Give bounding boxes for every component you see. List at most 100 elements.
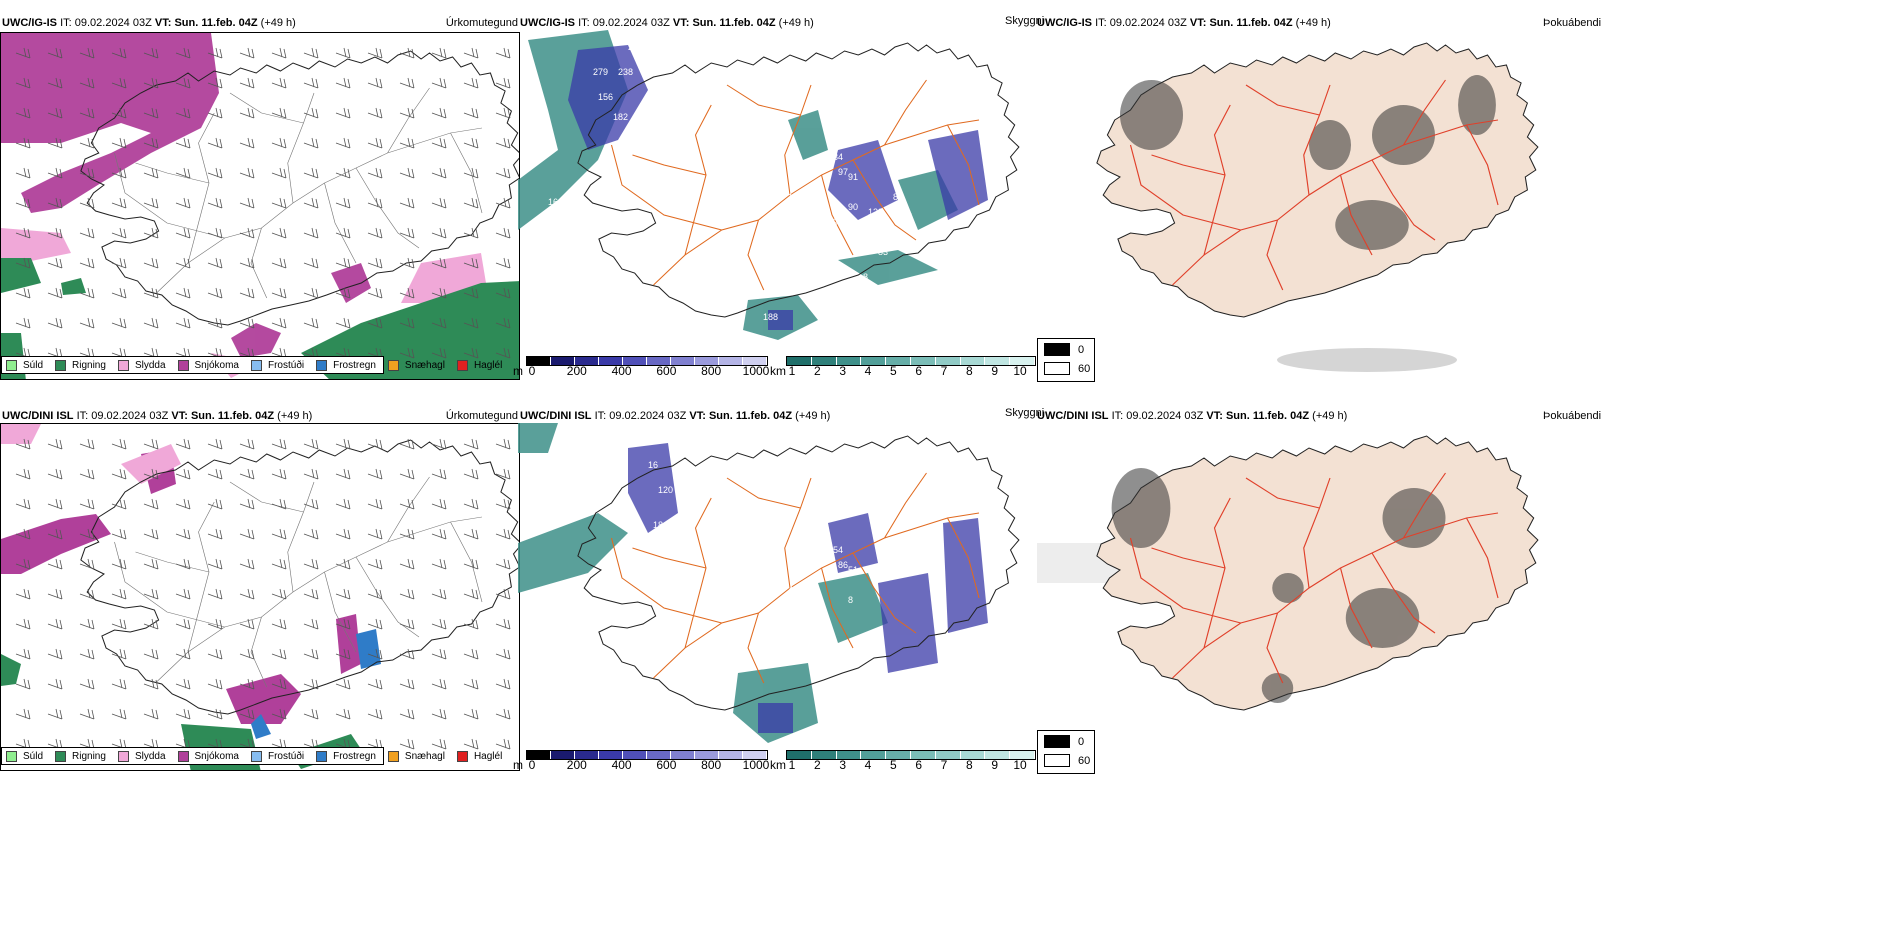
model-name: UWC/IG-IS <box>2 17 57 29</box>
wind-barb <box>239 558 255 570</box>
vt-label: VT: <box>689 410 706 422</box>
wind-barb <box>111 107 127 119</box>
it-value: 09.02.2024 03Z <box>609 410 687 422</box>
wind-barb <box>431 287 447 299</box>
visibility-area <box>518 423 888 743</box>
wind-barb <box>399 107 415 119</box>
it-value: 09.02.2024 03Z <box>91 410 169 422</box>
precip-panel-row1: UWC/IG-IS IT: 09.02.2024 03Z VT: Sun. 11… <box>0 0 520 380</box>
legend-label: Slydda <box>134 750 166 762</box>
cloudbase-label: 86 <box>838 560 848 570</box>
wind-barb <box>463 257 479 269</box>
it-label: IT: <box>1111 410 1124 422</box>
colorbar-tick: 3 <box>839 364 846 378</box>
colorbar-tick: 1000 <box>742 758 770 772</box>
wind-barb <box>495 167 511 179</box>
wind-barb <box>271 558 287 570</box>
legend-label: Snæhagl <box>404 750 445 762</box>
wind-barb <box>47 588 63 600</box>
wind-barb <box>79 167 95 179</box>
wind-barb <box>79 227 95 239</box>
legend-item: Frostúði <box>250 750 304 762</box>
fog-legend-swatch <box>1044 735 1070 748</box>
wind-barb <box>463 468 479 480</box>
wind-barb <box>463 618 479 630</box>
fog-panel-row2: Skyggni UWC/DINI ISL IT: 09.02.2024 03Z … <box>1005 395 1900 775</box>
wind-barb <box>79 137 95 149</box>
lead-time: (+49 h) <box>778 17 814 29</box>
cloudbase-label: 122 <box>868 207 883 217</box>
wind-barb <box>111 558 127 570</box>
lead-time: (+49 h) <box>1295 17 1331 29</box>
legend-label: Haglél <box>473 750 503 762</box>
wind-barb <box>495 528 511 540</box>
wind-barb <box>271 197 287 209</box>
it-label: IT: <box>60 17 72 29</box>
fog-map <box>1096 42 1539 372</box>
wind-barb <box>335 558 351 570</box>
colorbar-cell <box>985 357 1011 365</box>
wind-barb <box>463 678 479 690</box>
wind-barb <box>431 558 447 570</box>
panel-title: Þokuábendi <box>1543 17 1602 29</box>
wind-barb <box>79 257 95 269</box>
frost-rain-area <box>251 629 381 739</box>
wind-barb <box>79 588 95 600</box>
wind-barb <box>399 588 415 600</box>
wind-barb <box>143 197 159 209</box>
panel-header: UWC/IG-IS IT: 09.02.2024 03Z VT: Sun. 11… <box>2 17 296 30</box>
wind-barb <box>303 257 319 269</box>
colorbar-cell <box>695 751 719 759</box>
fog-panel-row1: Skyggni UWC/IG-IS IT: 09.02.2024 03Z VT:… <box>1005 0 1900 382</box>
wind-barb <box>175 137 191 149</box>
wind-barb <box>367 317 383 329</box>
legend-item: Frostregn <box>316 750 376 762</box>
wind-barb <box>431 257 447 269</box>
legend-swatch <box>387 750 399 762</box>
legend-item: Haglél <box>456 359 502 371</box>
wind-barbs <box>15 438 511 750</box>
cloudbase-label: 54 <box>833 545 843 555</box>
cloudbase-panel-row1: UWC/IG-IS IT: 09.02.2024 03Z VT: Sun. 11… <box>513 0 1038 380</box>
wind-barb <box>47 77 63 89</box>
wind-barb <box>367 227 383 239</box>
wind-barb <box>175 708 191 720</box>
wind-barb <box>111 528 127 540</box>
wind-barb <box>303 197 319 209</box>
wind-barb <box>111 257 127 269</box>
wind-barb <box>239 227 255 239</box>
wind-barb <box>463 347 479 359</box>
colorbar-tick: 600 <box>656 364 677 378</box>
wind-barb <box>143 558 159 570</box>
colorbar-cell <box>647 751 671 759</box>
cloudbase-label: 203 <box>828 327 843 337</box>
wind-barb <box>399 618 415 630</box>
cloudbase-label: 150 <box>608 187 623 197</box>
colorbar-cell <box>647 357 671 365</box>
wind-barb <box>303 558 319 570</box>
wind-barb <box>303 528 319 540</box>
cloudbase-label: 16 <box>648 460 658 470</box>
wind-barb <box>239 107 255 119</box>
wind-barb <box>175 528 191 540</box>
vt-value: Sun. 11.feb. 04Z <box>708 410 793 422</box>
wind-barb <box>271 648 287 660</box>
wind-barbs <box>15 47 511 359</box>
wind-barb <box>303 47 319 59</box>
wind-barb <box>335 167 351 179</box>
wind-barb <box>79 528 95 540</box>
legend-label: Snæhagl <box>404 359 445 371</box>
wind-barb <box>47 528 63 540</box>
wind-barb <box>335 648 351 660</box>
wind-barb <box>335 678 351 690</box>
it-value: 09.02.2024 03Z <box>74 17 152 29</box>
wind-barb <box>271 137 287 149</box>
wind-barb <box>271 588 287 600</box>
cloudbase-labels: 98 184 14 16 33 120 116 18 11 106 80 46 54 86 51 8 <box>548 435 858 605</box>
wind-barb <box>335 107 351 119</box>
wind-barb <box>207 107 223 119</box>
panel-header: UWC/DINI ISL IT: 09.02.2024 03Z VT: Sun.… <box>520 410 830 423</box>
wind-barb <box>399 468 415 480</box>
wind-barb <box>15 257 31 269</box>
wind-barb <box>143 317 159 329</box>
